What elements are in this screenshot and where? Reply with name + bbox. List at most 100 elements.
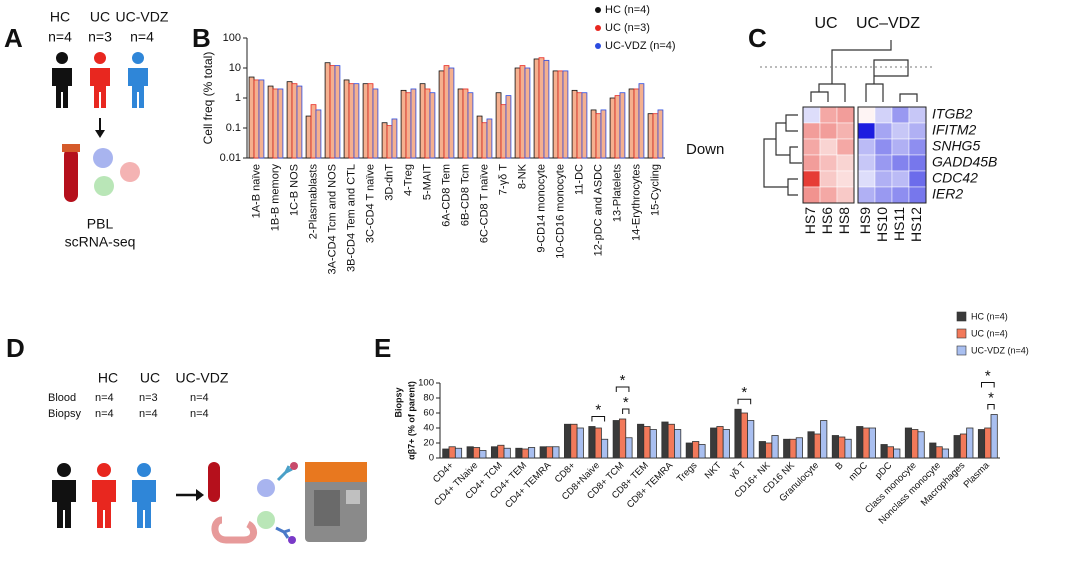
heat-cell (908, 122, 927, 140)
bar (590, 109, 597, 159)
bar (576, 92, 583, 159)
heat-cell (874, 170, 893, 188)
x-tick-label: 1C-B NOS (288, 164, 300, 216)
y-axis-label: αβ7+ (% of parent) (406, 381, 416, 460)
x-tick-label: 3A-CD4 Tcm and NOS (326, 164, 338, 274)
y-tick-label: 0.01 (220, 152, 241, 164)
panel-label: D (6, 333, 25, 363)
bar (977, 429, 986, 459)
bar (277, 88, 284, 159)
bar (454, 447, 463, 459)
bar (838, 436, 846, 459)
bar (490, 446, 499, 459)
bar (661, 421, 669, 459)
significance-label: * (985, 367, 991, 384)
bar (272, 88, 279, 159)
bar (443, 65, 450, 159)
column-header: HC (98, 370, 118, 386)
bar (612, 420, 620, 459)
bar (495, 92, 502, 159)
bar (758, 441, 766, 459)
bar (334, 65, 341, 159)
bar (253, 79, 260, 159)
cell: n=3 (139, 392, 158, 404)
bar (966, 427, 974, 459)
x-tick-label: Plasma (962, 460, 993, 491)
bar (795, 437, 803, 459)
bar (486, 118, 493, 159)
bar (911, 429, 919, 459)
legend-label: UC-VDZ (n=4) (605, 40, 676, 52)
bar (448, 446, 456, 459)
person-icons (52, 52, 148, 202)
bar (514, 67, 521, 159)
heat-cell (802, 106, 821, 124)
bar (601, 438, 609, 459)
bar (652, 113, 659, 159)
column-group-label: UC–VDZ (856, 15, 920, 32)
x-tick-label: 3B-CD4 Tem and CTL (345, 164, 357, 272)
x-tick-label: 7-γδ T (497, 164, 509, 195)
bar (479, 450, 487, 459)
heat-cell (836, 154, 855, 172)
cell: n=4 (95, 408, 114, 420)
bar (710, 427, 718, 459)
bar (667, 423, 675, 459)
panel-label: B (192, 23, 211, 53)
bar (576, 427, 584, 459)
bar (353, 83, 360, 159)
panel-a: HC UC UC-VDZ n=4 n=3 n=4 PBL scRNA-seq (48, 9, 169, 250)
row-group-label: Down (686, 141, 724, 158)
bar (570, 423, 578, 459)
bar (984, 427, 992, 459)
bar (638, 83, 645, 159)
bar (362, 83, 369, 159)
bar (552, 446, 560, 459)
bar (637, 423, 645, 459)
bar (503, 447, 511, 459)
bar (552, 70, 559, 159)
bar (722, 429, 730, 459)
bar (862, 427, 870, 459)
legend-marker (956, 328, 967, 339)
bar (457, 88, 464, 159)
bar (614, 95, 621, 159)
x-tick-label: 6C-CD8 T naïve (478, 164, 490, 243)
heat-cell (836, 122, 855, 140)
bar (310, 104, 317, 159)
heat-cell (836, 186, 855, 204)
bar (524, 67, 531, 159)
heat-cell (802, 186, 821, 204)
heat-cell (908, 106, 927, 124)
bar (324, 62, 331, 159)
significance-bracket (737, 398, 752, 405)
bar (481, 122, 488, 159)
legend-label: UC-VDZ (n=4) (971, 345, 1029, 355)
panel-label: A (4, 23, 23, 53)
bar (286, 81, 293, 159)
bar (588, 426, 596, 459)
bar (831, 435, 839, 459)
heat-cell (874, 154, 893, 172)
column-label: HS8 (836, 207, 852, 234)
bar (600, 109, 607, 159)
bar (649, 429, 657, 459)
caption: scRNA-seq (65, 234, 136, 250)
bar (519, 65, 526, 159)
bar (564, 423, 572, 459)
bar (381, 122, 388, 159)
bar (467, 92, 474, 159)
column-label: HS12 (908, 207, 924, 242)
legend-marker (595, 25, 601, 31)
heat-cell (874, 186, 893, 204)
legend-marker (956, 345, 967, 356)
heat-cell (874, 106, 893, 124)
x-tick-label: 13-Platelets (611, 164, 623, 223)
bar (497, 444, 505, 459)
bar (400, 89, 407, 159)
heat-cell (891, 122, 910, 140)
heat-cell (891, 106, 910, 124)
bar (448, 67, 455, 159)
bar (813, 433, 821, 459)
workflow-icons (52, 462, 367, 544)
